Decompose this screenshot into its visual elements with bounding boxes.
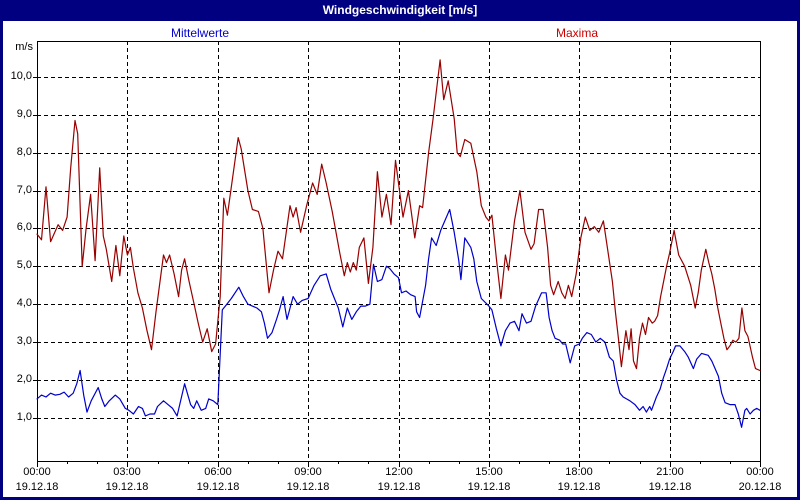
plot-frame — [37, 41, 761, 462]
x-axis-date-label: 19.12.18 — [196, 481, 240, 493]
x-axis-time-label: 18:00 — [565, 466, 593, 478]
y-axis-label: 10,0 — [10, 70, 32, 82]
y-axis-label: 9,0 — [16, 108, 32, 120]
x-axis-time-label: 00:00 — [746, 466, 774, 478]
series-line-maxima — [36, 59, 761, 372]
legend-mittelwerte: Mittelwerte — [170, 26, 229, 40]
x-axis-date-label: 19.12.18 — [105, 481, 149, 493]
x-axis-time-label: 09:00 — [294, 466, 322, 478]
window-title: Windgeschwindigkeit [m/s] — [322, 3, 478, 17]
x-axis-date-label: 19.12.18 — [377, 481, 421, 493]
x-axis-time-label: 21:00 — [656, 466, 684, 478]
x-axis-time-label: 03:00 — [113, 466, 141, 478]
x-axis-date-label: 19.12.18 — [15, 481, 59, 493]
y-axis-label: 4,0 — [16, 297, 32, 309]
x-axis-date-label: 19.12.18 — [648, 481, 692, 493]
y-axis-label: 5,0 — [16, 259, 32, 271]
legend-maxima: Maxima — [555, 26, 598, 40]
y-axis-unit-label: m/s — [15, 41, 33, 53]
x-axis-time-label: 15:00 — [475, 466, 503, 478]
x-axis-time-label: 00:00 — [23, 466, 51, 478]
x-axis-date-label: 19.12.18 — [286, 481, 330, 493]
y-axis-label: 6,0 — [16, 221, 32, 233]
y-axis-label: 8,0 — [16, 146, 32, 158]
y-axis-label: 3,0 — [16, 335, 32, 347]
y-axis-label: 1,0 — [16, 411, 32, 423]
plot-area — [37, 41, 760, 461]
x-axis-date-label: 20.12.18 — [738, 481, 782, 493]
x-axis-date-label: 19.12.18 — [467, 481, 511, 493]
x-axis-date-label: 19.12.18 — [557, 481, 601, 493]
x-axis-time-label: 06:00 — [204, 466, 232, 478]
y-axis-label: 7,0 — [16, 184, 32, 196]
series-line-mittelwerte — [36, 208, 761, 428]
window-titlebar[interactable]: Windgeschwindigkeit [m/s] — [0, 0, 800, 21]
y-axis-label: 2,0 — [16, 373, 32, 385]
x-axis-time-label: 12:00 — [385, 466, 413, 478]
